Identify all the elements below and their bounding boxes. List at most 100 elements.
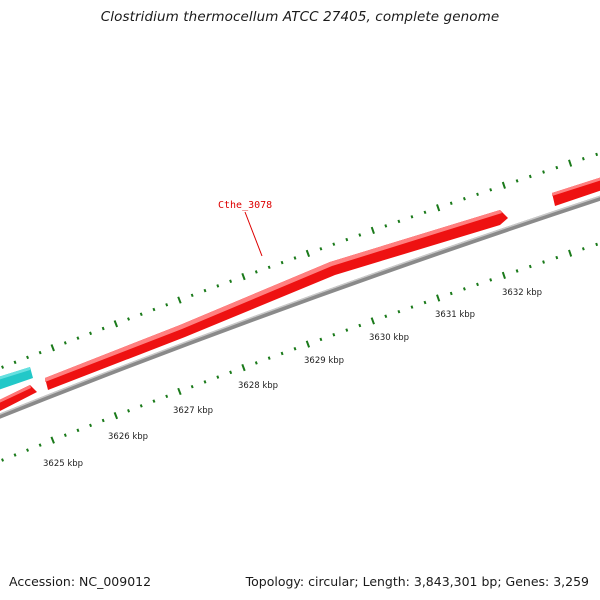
minor-tick: [515, 179, 519, 183]
minor-tick: [595, 242, 599, 247]
minor-tick: [76, 428, 80, 433]
minor-tick: [410, 215, 414, 219]
minor-tick: [254, 361, 258, 365]
major-tick: [568, 249, 573, 257]
minor-tick: [203, 288, 207, 293]
minor-tick: [423, 300, 427, 305]
minor-tick: [165, 303, 169, 307]
minor-tick: [127, 317, 131, 321]
major-tick: [501, 271, 506, 280]
gene-red-right[interactable]: [552, 176, 600, 206]
minor-tick: [476, 192, 479, 197]
minor-tick: [384, 224, 388, 228]
major-tick: [370, 226, 375, 235]
accession-text: Accession: NC_009012: [9, 574, 152, 589]
minor-tick: [89, 331, 93, 336]
minor-tick: [216, 375, 220, 379]
minor-tick: [139, 312, 143, 317]
minor-tick: [384, 314, 388, 319]
minor-tick: [229, 279, 233, 284]
minor-tick: [462, 287, 466, 291]
major-tick: [305, 249, 311, 258]
minor-tick: [397, 219, 401, 224]
genome-summary-text: Topology: circular; Length: 3,843,301 bp…: [245, 574, 589, 589]
major-tick: [50, 344, 55, 352]
minor-tick: [345, 328, 349, 332]
minor-tick: [528, 264, 532, 269]
minor-tick: [345, 237, 349, 242]
minor-tick: [26, 355, 30, 360]
scale-label: 3629 kbp: [304, 356, 344, 366]
outer-tick-ring: [1, 152, 599, 369]
minor-tick: [319, 247, 323, 251]
scale-label: 3627 kbp: [173, 406, 213, 416]
minor-tick: [280, 260, 284, 265]
minor-tick: [101, 418, 105, 423]
major-tick: [241, 272, 246, 281]
minor-tick: [254, 270, 258, 274]
minor-tick: [358, 323, 362, 328]
minor-tick: [449, 291, 453, 296]
major-tick: [113, 412, 119, 420]
minor-tick: [489, 188, 493, 192]
gene-cyan[interactable]: [0, 367, 33, 390]
minor-tick: [190, 293, 194, 298]
page-title: Clostridium thermocellum ATCC 27405, com…: [100, 9, 500, 25]
minor-tick: [101, 326, 105, 331]
minor-tick: [555, 255, 559, 260]
minor-tick: [332, 242, 336, 246]
minor-tick: [229, 370, 233, 375]
minor-tick: [542, 260, 545, 264]
minor-tick: [358, 233, 362, 237]
minor-tick: [293, 256, 297, 260]
major-tick: [50, 436, 55, 444]
minor-tick: [152, 307, 156, 312]
major-tick: [436, 294, 441, 302]
minor-tick: [476, 282, 479, 287]
major-tick: [177, 296, 182, 304]
minor-tick: [423, 210, 427, 215]
minor-tick: [89, 423, 93, 428]
minor-tick: [190, 384, 194, 389]
minor-tick: [267, 356, 271, 360]
minor-tick: [152, 399, 156, 403]
minor-tick: [165, 394, 169, 399]
minor-tick: [203, 380, 207, 384]
gene-cthe-3078[interactable]: [45, 210, 508, 390]
minor-tick: [13, 453, 17, 457]
minor-tick: [555, 165, 559, 170]
major-tick: [501, 181, 506, 189]
major-tick: [568, 159, 573, 167]
minor-tick: [127, 409, 131, 413]
scale-label: 3628 kbp: [238, 381, 278, 391]
scale-label: 3626 kbp: [108, 432, 148, 442]
scale-label: 3625 kbp: [43, 459, 83, 469]
minor-tick: [38, 350, 42, 355]
minor-tick: [13, 360, 17, 365]
scale-label: 3631 kbp: [435, 310, 475, 320]
minor-tick: [1, 365, 5, 369]
minor-tick: [462, 196, 466, 201]
minor-tick: [139, 404, 143, 408]
minor-tick: [542, 170, 545, 174]
minor-tick: [515, 269, 519, 273]
gene-label-cthe-3078: Cthe_3078: [218, 200, 272, 211]
minor-tick: [397, 309, 401, 314]
major-tick: [370, 317, 375, 325]
minor-tick: [280, 351, 284, 356]
major-tick: [305, 340, 311, 348]
minor-tick: [449, 201, 453, 205]
gene-leader-line: [244, 211, 263, 257]
gene-red-left[interactable]: [0, 385, 37, 411]
minor-tick: [410, 305, 414, 309]
minor-tick: [332, 332, 336, 337]
minor-tick: [216, 284, 220, 288]
inner-tick-ring: [1, 242, 599, 462]
minor-tick: [267, 265, 271, 270]
minor-tick: [293, 346, 297, 351]
minor-tick: [489, 278, 493, 282]
genome-backbone: [0, 195, 600, 419]
major-tick: [177, 387, 182, 396]
